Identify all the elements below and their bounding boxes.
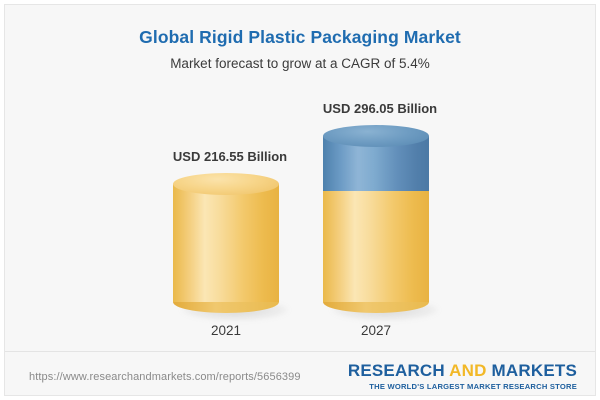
value-label-2021: USD 216.55 Billion [172, 149, 288, 164]
chart-subtitle: Market forecast to grow at a CAGR of 5.4… [170, 56, 430, 71]
bar-segment-base-2027 [323, 173, 429, 315]
category-label-2021: 2021 [210, 323, 242, 338]
logo-research-text: RESEARCH [347, 361, 450, 380]
value-label-2027: USD 296.05 Billion [322, 101, 438, 116]
cylinder-top-ellipse [173, 173, 279, 195]
logo-and-text: AND [449, 361, 487, 380]
chart-card: Global Rigid Plastic Packaging Market Ma… [4, 4, 596, 396]
bar-segment-base-2021 [173, 173, 279, 315]
logo-markets-text: MARKETS [486, 361, 577, 380]
report-url[interactable]: https://www.researchandmarkets.com/repor… [29, 371, 301, 383]
page-title: Global Rigid Plastic Packaging Market [139, 27, 461, 47]
brand-logo[interactable]: RESEARCH AND MARKETS THE WORLD'S LARGEST… [348, 362, 577, 391]
cylinder-top-ellipse [323, 125, 429, 147]
cylinder-body [173, 184, 279, 302]
chart-plot-area: USD 216.55 Billion 2021 USD 296.05 Billi… [5, 5, 595, 395]
category-label-2027: 2027 [360, 323, 392, 338]
cylinder-body [323, 179, 429, 302]
bar-2021[interactable] [173, 173, 289, 321]
logo-tagline: THE WORLD'S LARGEST MARKET RESEARCH STOR… [369, 381, 577, 391]
bar-segment-growth-2027 [323, 125, 429, 191]
logo-wordmark: RESEARCH AND MARKETS [348, 362, 577, 380]
bar-2027[interactable] [323, 125, 439, 321]
footer-divider [5, 351, 595, 352]
